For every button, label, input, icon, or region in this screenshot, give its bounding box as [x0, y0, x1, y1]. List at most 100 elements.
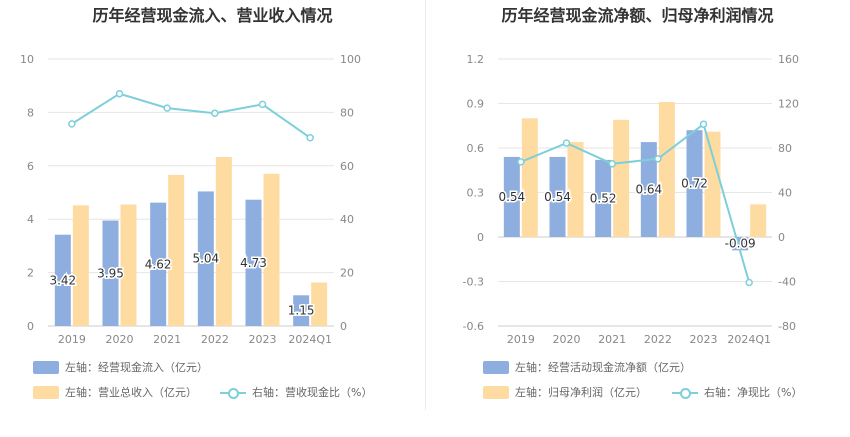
line-point	[163, 104, 171, 112]
data-label: 0.64	[635, 183, 662, 197]
x-tick-label: 2023	[690, 333, 718, 346]
bar-primary	[595, 159, 612, 237]
bar-secondary	[72, 205, 89, 326]
bar-primary	[54, 234, 71, 326]
line-point	[745, 278, 753, 287]
legend-swatch	[483, 360, 509, 374]
x-tick-label: 2019	[58, 333, 86, 346]
legend-item-net-cash-ratio[interactable]: 右轴：净现比（%）	[672, 384, 802, 400]
y-tick-label-left: 8	[27, 106, 34, 119]
legend-swatch	[672, 386, 698, 399]
bar-secondary	[521, 118, 538, 237]
x-tick-label: 2022	[644, 333, 672, 346]
legend-label: 右轴：营收现金比（%）	[252, 386, 373, 399]
bar-primary	[549, 156, 566, 237]
data-label: 3.95	[97, 266, 124, 280]
line-point	[258, 100, 267, 109]
bar-secondary	[263, 173, 280, 326]
y-tick-label-right: 100	[340, 53, 361, 66]
x-tick-label: 2021	[598, 333, 626, 346]
legend-swatch	[483, 385, 509, 399]
line-point	[306, 134, 314, 142]
y-tick-label-left: 10	[20, 53, 34, 66]
bar-primary	[150, 202, 167, 326]
y-tick-label-left: -0.3	[463, 276, 484, 289]
y-tick-label-left: -0.6	[463, 320, 484, 333]
legend-swatch	[220, 386, 246, 399]
y-tick-label-left: 0	[477, 231, 484, 244]
y-tick-label-right: 120	[778, 98, 799, 111]
line-point	[654, 155, 662, 163]
x-tick-label: 2020	[106, 333, 134, 346]
y-tick-label-right: -80	[778, 320, 796, 333]
bar-primary	[245, 199, 262, 326]
y-tick-label-right: 40	[340, 213, 354, 226]
bar-primary	[503, 156, 520, 237]
bar-secondary	[311, 282, 328, 326]
chart-plot: -0.6 -0.3 0 0.3 0.6 0.9 1.2 -80 -40 0 40 80 120 160 20…	[463, 53, 799, 346]
y-tick-label-left: 4	[27, 213, 34, 226]
line-point	[211, 109, 219, 117]
x-tick-label: 2024Q1	[727, 333, 771, 346]
data-label: 1.15	[288, 304, 315, 318]
bar-primary	[197, 191, 214, 326]
y-tick-label-right: 0	[340, 320, 347, 333]
legend-item-cash-inflow[interactable]: 左轴：经营现金流入（亿元）	[33, 359, 208, 375]
bar-secondary	[120, 204, 137, 326]
legend-item-cash-ratio[interactable]: 右轴：营收现金比（%）	[220, 384, 372, 400]
y-tick-label-right: 20	[340, 267, 354, 280]
bar-primary	[102, 220, 119, 326]
line-point	[115, 89, 124, 98]
legend-label: 左轴：经营现金流入（亿元）	[65, 361, 208, 374]
line-point	[608, 160, 616, 168]
x-tick-label: 2019	[507, 333, 535, 346]
y-tick-label-right: 80	[340, 106, 354, 119]
y-tick-label-left: 0.6	[467, 142, 485, 155]
bar-primary	[293, 295, 310, 326]
legend-swatch	[33, 360, 59, 374]
line-point	[517, 158, 525, 166]
chart-panel-net-cash-flow: 历年经营现金流净额、归母净利润情况 -0.6 -0.3 0 0.3 0.6 0.9 1.2-…	[425, 0, 850, 437]
bar-secondary	[613, 119, 630, 237]
bar-secondary	[215, 156, 232, 326]
legend-label: 左轴：营业总收入（亿元）	[65, 386, 197, 399]
bar-primary	[640, 142, 657, 237]
bar-primary	[686, 130, 703, 237]
legend-item-revenue[interactable]: 左轴：营业总收入（亿元）	[33, 384, 197, 400]
line-series	[520, 122, 751, 283]
data-label: 5.04	[192, 252, 219, 266]
legend-label: 左轴：归母净利润（亿元）	[515, 386, 647, 399]
data-label: 4.62	[145, 257, 172, 271]
x-tick-label: 2022	[201, 333, 229, 346]
y-tick-label-left: 6	[27, 160, 34, 173]
y-tick-label-left: 0	[27, 320, 34, 333]
x-tick-label: 2020	[553, 333, 581, 346]
x-tick-label: 2021	[153, 333, 181, 346]
legend-swatch	[33, 385, 59, 399]
line-series	[71, 92, 311, 139]
y-tick-label-right: 80	[778, 142, 792, 155]
chart-title: 历年经营现金流入、营业收入情况	[92, 6, 333, 25]
chart-title: 历年经营现金流净额、归母净利润情况	[501, 6, 774, 25]
x-tick-label: 2024Q1	[288, 333, 332, 346]
y-tick-label-right: 0	[778, 231, 785, 244]
data-label: -0.09	[725, 237, 756, 251]
legend-item-net-profit[interactable]: 左轴：归母净利润（亿元）	[483, 384, 647, 400]
bar-secondary	[567, 142, 584, 237]
legend-item-operating-net-cash[interactable]: 左轴：经营活动现金流净额（亿元）	[483, 359, 691, 375]
bar-secondary	[704, 131, 721, 237]
data-label: 4.73	[240, 256, 267, 270]
y-tick-label-right: -40	[778, 276, 796, 289]
y-tick-label-left: 0.3	[467, 187, 485, 200]
bar-secondary	[658, 102, 675, 238]
y-tick-label-left: 1.2	[467, 53, 485, 66]
legend-label: 右轴：净现比（%）	[704, 386, 803, 399]
x-tick-label: 2023	[249, 333, 277, 346]
y-tick-label-left: 2	[27, 267, 34, 280]
line-point	[699, 120, 708, 128]
legend-label: 左轴：经营活动现金流净额（亿元）	[515, 361, 691, 374]
data-label: 0.72	[681, 177, 708, 191]
data-label: 0.54	[544, 190, 571, 204]
line-point	[68, 120, 76, 128]
